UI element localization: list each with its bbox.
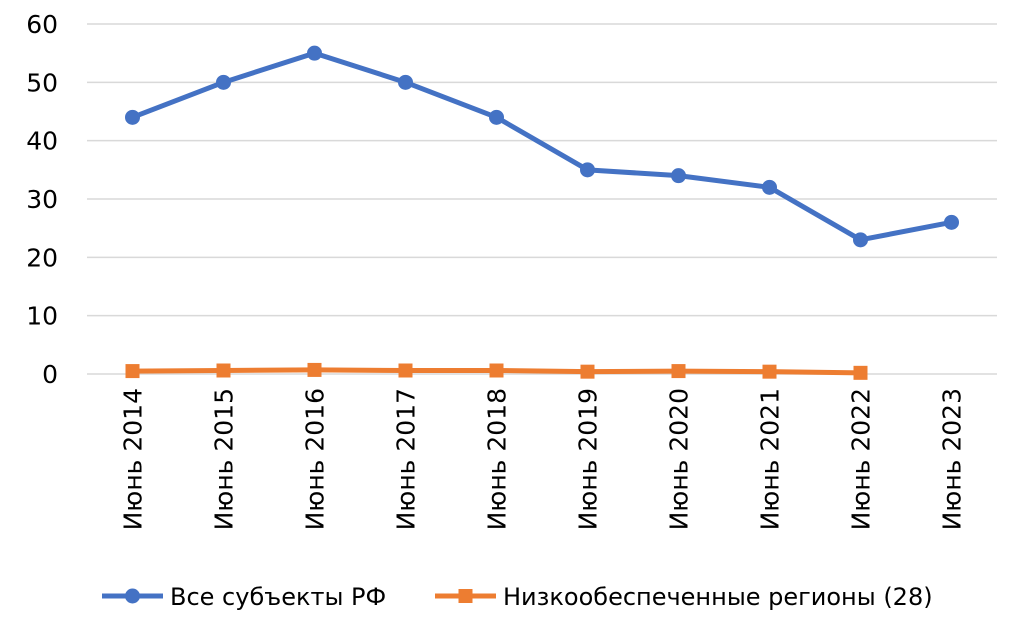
x-axis-tick-labels: Июнь 2014 Июнь 2015 Июнь 2016 Июнь 2017 Июнь… (119, 388, 967, 530)
data-point (762, 179, 777, 195)
y-tick-label: 0 (42, 360, 58, 389)
legend-marker (458, 589, 473, 603)
legend-label: Низкообеспеченные регионы (28) (503, 583, 933, 611)
x-tick-label: Июнь 2015 (210, 388, 239, 530)
x-tick-label: Июнь 2018 (483, 388, 512, 530)
series-1 (125, 45, 959, 248)
data-point (944, 214, 959, 230)
data-point (853, 232, 868, 248)
y-axis-tick-labels: 0 10 20 30 40 50 60 (26, 10, 58, 389)
y-tick-label: 10 (26, 302, 58, 331)
y-tick-label: 20 (26, 243, 58, 272)
data-point (125, 364, 140, 379)
x-tick-label: Июнь 2021 (756, 388, 785, 530)
data-point (216, 363, 231, 378)
series-lines (125, 45, 959, 380)
data-point (853, 365, 868, 380)
x-tick-label: Июнь 2014 (119, 388, 148, 530)
legend-label: Все субъекты РФ (170, 583, 386, 611)
x-tick-label: Июнь 2020 (665, 388, 694, 530)
x-tick-label: Июнь 2022 (847, 388, 876, 530)
data-point (398, 363, 413, 378)
data-point (398, 74, 413, 90)
x-tick-label: Июнь 2019 (574, 388, 603, 530)
data-point (580, 162, 595, 178)
data-point (671, 168, 686, 184)
data-point (580, 364, 595, 379)
data-point (489, 109, 504, 125)
data-point (125, 109, 140, 125)
data-point (489, 363, 504, 378)
x-tick-label: Июнь 2023 (938, 388, 967, 530)
y-tick-label: 50 (26, 68, 58, 97)
x-tick-label: Июнь 2017 (392, 388, 421, 530)
x-tick-label: Июнь 2016 (301, 388, 330, 530)
y-tick-label: 40 (26, 127, 58, 156)
y-tick-label: 30 (26, 185, 58, 214)
legend-item-2: Низкообеспеченные регионы (28) (435, 583, 933, 611)
legend: Все субъекты РФ Низкообеспеченные регионы… (102, 583, 933, 611)
series-line (130, 50, 954, 243)
data-point (671, 364, 686, 379)
legend-marker (125, 588, 140, 604)
data-point (216, 74, 231, 90)
legend-item-1: Все субъекты РФ (102, 583, 386, 611)
grid-lines (87, 23, 997, 375)
data-point (307, 362, 322, 377)
y-tick-label: 60 (26, 10, 58, 39)
data-point (307, 45, 322, 61)
data-point (762, 364, 777, 379)
series-2 (125, 362, 868, 380)
